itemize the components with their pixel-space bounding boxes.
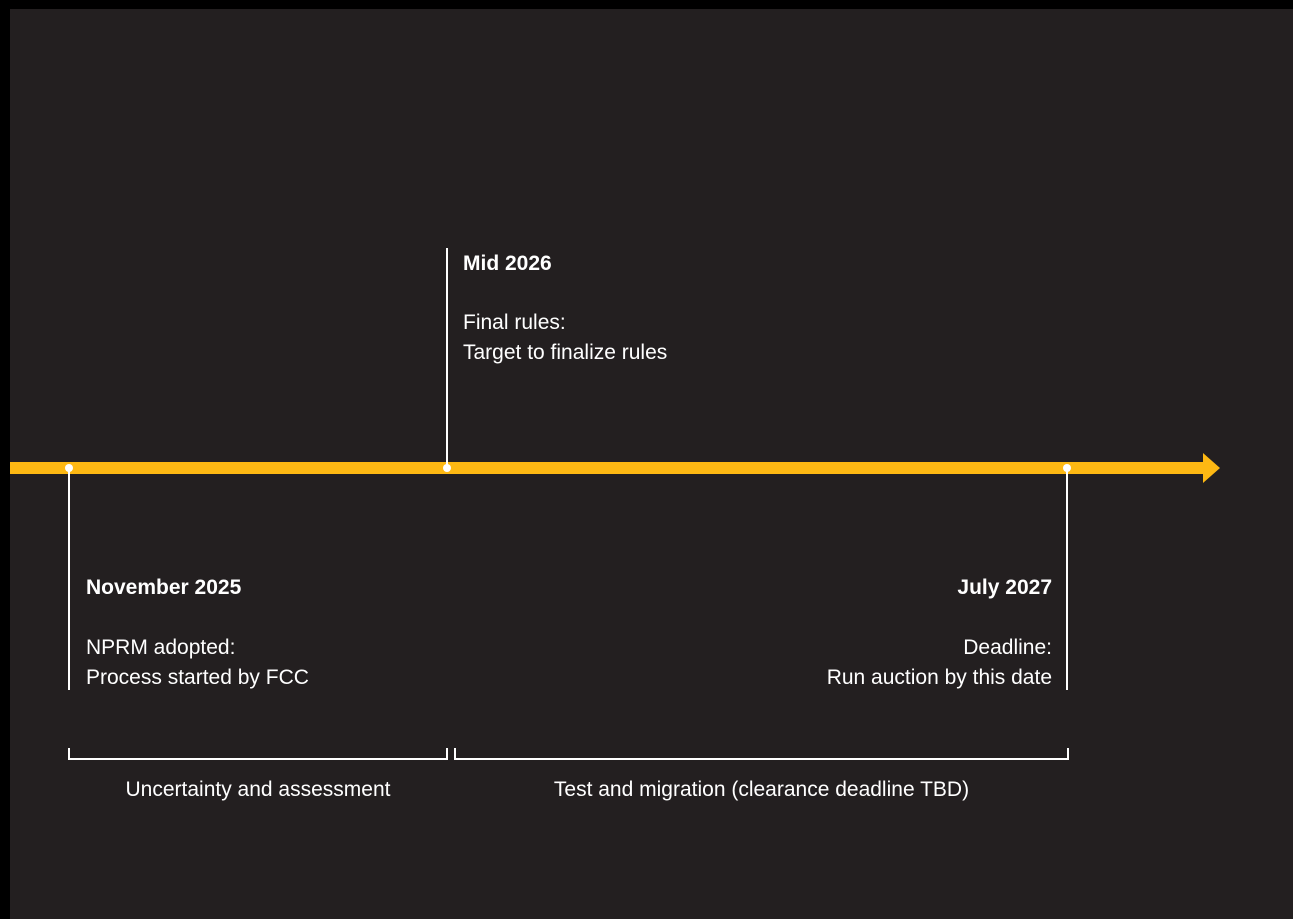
milestone-line-jul-2027 (1066, 468, 1068, 690)
milestone-dot-mid-2026 (443, 464, 451, 472)
phase-bracket-uncertainty (68, 748, 448, 760)
phase-label-test-migration: Test and migration (clearance deadline T… (553, 778, 970, 801)
milestone-line-mid-2026 (446, 248, 448, 468)
milestone-detail-mid-2026: Target to finalize rules (463, 341, 668, 364)
milestone-date-jul-2027: July 2027 (957, 576, 1052, 599)
milestone-detail-jul-2027: Run auction by this date (826, 666, 1052, 689)
phase-label-uncertainty: Uncertainty and assessment (125, 778, 391, 801)
milestone-heading-mid-2026: Final rules: (463, 311, 566, 334)
timeline-arrow-icon (1203, 453, 1220, 483)
milestone-date-mid-2026: Mid 2026 (463, 252, 552, 275)
milestone-line-nov-2025 (68, 468, 70, 690)
milestone-heading-jul-2027: Deadline: (963, 636, 1052, 659)
milestone-date-nov-2025: November 2025 (86, 576, 242, 599)
timeline-axis (10, 462, 1205, 474)
phase-bracket-test-migration (454, 748, 1069, 760)
milestone-heading-nov-2025: NPRM adopted: (86, 636, 236, 659)
milestone-detail-nov-2025: Process started by FCC (86, 666, 309, 689)
